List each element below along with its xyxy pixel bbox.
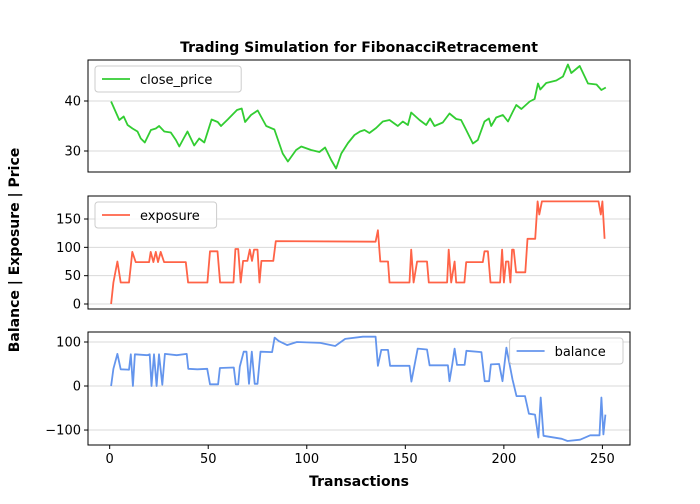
x-tick-label: 150 [393, 452, 418, 467]
x-tick-label: 50 [200, 452, 217, 467]
legend-box [94, 201, 218, 229]
series-line-close_price [110, 63, 607, 170]
legend: close_price [94, 65, 242, 93]
y-tick-label: 0 [73, 298, 81, 313]
series-line-balance [110, 335, 607, 442]
y-tick-label: 40 [64, 95, 81, 110]
legend-label: balance [555, 345, 606, 360]
y-axis-label: Balance | Exposure | Price [7, 148, 23, 353]
x-axis-label: Transactions [309, 474, 409, 490]
legend: exposure [94, 201, 218, 229]
y-tick-label: 100 [56, 335, 81, 350]
legend-box [94, 65, 242, 93]
legend-label: exposure [140, 209, 200, 224]
x-tick-label: 250 [590, 452, 615, 467]
subplot-1: 30 40 close_price [64, 59, 631, 173]
legend: balance [509, 337, 624, 365]
y-tick-label: 50 [64, 269, 81, 284]
y-tick-label: 0 [73, 380, 81, 395]
x-tick-label: 200 [491, 452, 516, 467]
y-tick-label: 30 [64, 145, 81, 160]
subplot-3: −100 0 100 0 50 100 150 200 250 balance [45, 331, 631, 467]
legend-label: close_price [140, 73, 212, 88]
axes-frame [87, 331, 631, 446]
chart-title: Trading Simulation for FibonacciRetracem… [180, 40, 538, 56]
legend-box [509, 337, 624, 365]
y-tick-label: 150 [56, 213, 81, 228]
y-tick-label: −100 [45, 424, 81, 439]
series-line-exposure [110, 200, 606, 305]
axes-frame [87, 59, 631, 173]
x-tick-label: 100 [294, 452, 319, 467]
y-tick-label: 100 [56, 241, 81, 256]
x-tick-label: 0 [106, 452, 114, 467]
subplot-2: 0 50 100 150 exposure [56, 195, 631, 313]
axes-frame [87, 195, 631, 310]
